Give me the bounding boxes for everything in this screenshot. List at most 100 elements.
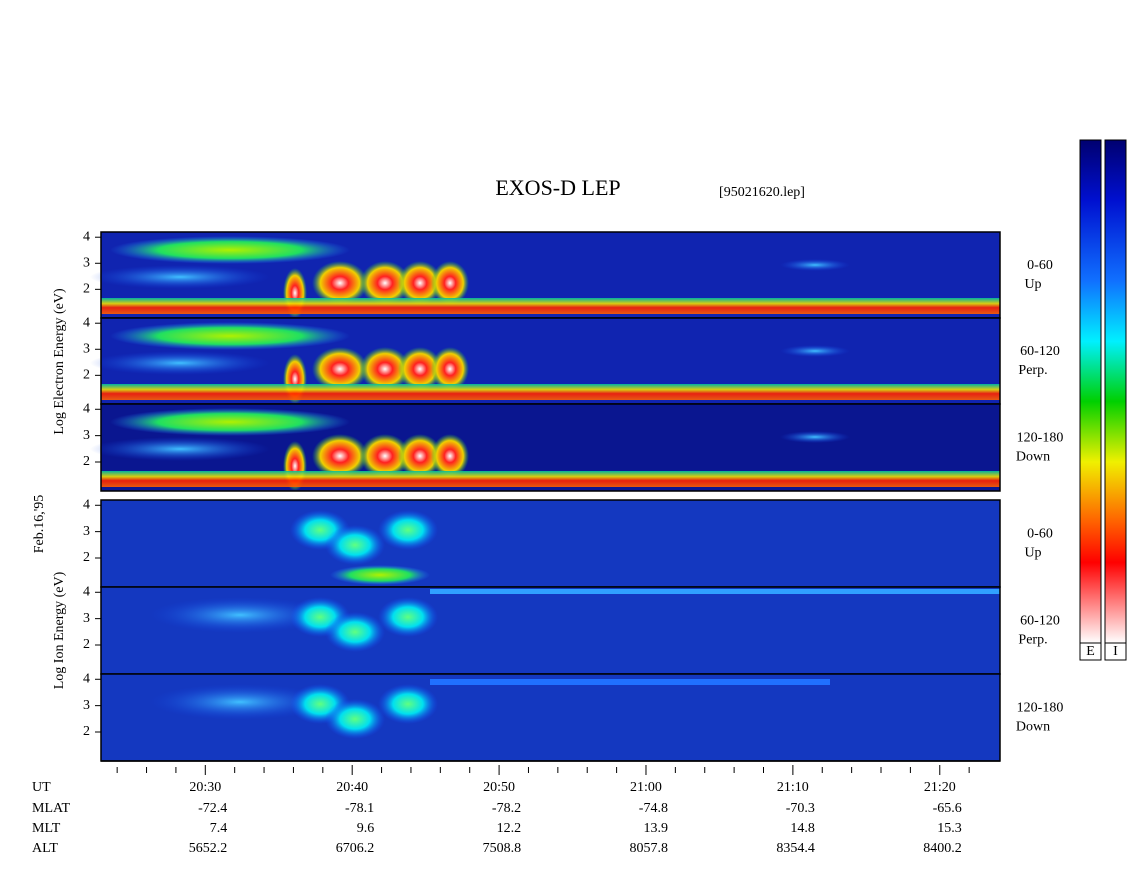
spectrogram-feature [378, 597, 438, 637]
spectrogram-band [430, 679, 830, 685]
spectrogram-feature [90, 351, 270, 375]
y-tick-label: 3 [83, 611, 90, 626]
direction-label: Perp. [1018, 633, 1047, 648]
x-tick-label: 20:40 [336, 780, 368, 795]
spectrogram-band [430, 589, 1000, 594]
ephemeris-value: 8354.4 [776, 841, 815, 856]
pitch-angle-label: 60-120 [1020, 614, 1060, 629]
spectrogram-feature [312, 261, 368, 305]
spectrogram-feature [431, 261, 469, 305]
spectrogram-feature [780, 345, 850, 357]
x-tick-label: 21:00 [630, 780, 662, 795]
spectrogram-feature [780, 259, 850, 271]
y-tick-label: 4 [83, 584, 90, 599]
ephemeris-value: 12.2 [497, 821, 522, 836]
pitch-angle-label: 0-60 [1027, 527, 1053, 542]
spectrogram-feature [325, 612, 385, 652]
spectrogram-background [101, 500, 1000, 587]
spectrogram-feature [780, 431, 850, 443]
spectrogram-feature [110, 322, 350, 350]
pitch-angle-label: 0-60 [1027, 258, 1053, 273]
spectrogram-image [90, 231, 1001, 319]
spectrogram-band [101, 298, 1000, 314]
spectrogram-feature [325, 699, 385, 739]
ephemeris-value: -72.4 [198, 801, 227, 816]
y-axis-label: Log Ion Energy (eV) [52, 571, 67, 689]
ephemeris-value: -70.3 [786, 801, 815, 816]
ephemeris-value: -65.6 [933, 801, 962, 816]
y-tick-label: 2 [83, 368, 90, 383]
ephemeris-value: 5652.2 [189, 841, 228, 856]
y-tick-label: 2 [83, 724, 90, 739]
spectrogram-feature [325, 525, 385, 565]
direction-label: Up [1024, 546, 1041, 561]
x-tick-label: 21:10 [777, 780, 809, 795]
ephemeris-value: -78.2 [492, 801, 521, 816]
spectrogram-feature [150, 597, 330, 633]
y-tick-label: 2 [83, 454, 90, 469]
y-axis-label: Log Electron Energy (eV) [52, 288, 67, 435]
y-tick-label: 3 [83, 698, 90, 713]
spectrogram-feature [431, 347, 469, 391]
panel-frame [100, 403, 1001, 492]
ephemeris-value: -74.8 [639, 801, 668, 816]
color-bar-label: E [1086, 644, 1095, 659]
spectrogram-feature [110, 236, 350, 264]
color-bar [1079, 139, 1102, 644]
spectrogram-feature [431, 434, 469, 478]
ephemeris-value: 14.8 [790, 821, 815, 836]
y-tick-label: 3 [83, 524, 90, 539]
spectrogram-feature [312, 347, 368, 391]
y-tick-label: 4 [83, 671, 90, 686]
date-label: Feb.16,'95 [32, 495, 47, 554]
ephemeris-value: 6706.2 [336, 841, 375, 856]
y-tick-label: 3 [83, 428, 90, 443]
y-tick-label: 4 [83, 229, 90, 244]
spectrogram-feature [312, 434, 368, 478]
spectrogram-image [100, 586, 1001, 675]
ephemeris-value: 7508.8 [483, 841, 522, 856]
spectrogram-feature [398, 347, 442, 391]
direction-label: Perp. [1018, 363, 1047, 378]
ephemeris-value: 15.3 [937, 821, 962, 836]
spectrogram-feature [150, 684, 330, 720]
color-bar-label-box [1104, 642, 1127, 661]
y-tick-label: 3 [83, 341, 90, 356]
spectrogram-image [90, 403, 1001, 492]
direction-label: Down [1016, 720, 1050, 735]
y-tick-label: 4 [83, 315, 90, 330]
chart-subtitle: [95021620.lep] [719, 185, 805, 200]
x-tick-label: 21:20 [924, 780, 956, 795]
ephemeris-value: 13.9 [643, 821, 668, 836]
y-tick-label: 2 [83, 637, 90, 652]
ephemeris-name: MLT [32, 821, 61, 836]
spectrogram-feature [90, 437, 270, 461]
y-tick-label: 2 [83, 282, 90, 297]
color-bar-label-box [1079, 642, 1102, 661]
x-tick-label: 20:50 [483, 780, 515, 795]
ephemeris-name: ALT [32, 841, 58, 856]
direction-label: Down [1016, 450, 1050, 465]
pitch-angle-label: 120-180 [1017, 701, 1064, 716]
ephemeris-value: -78.1 [345, 801, 374, 816]
chart-title: EXOS-D LEP [495, 175, 620, 200]
spectrogram-feature [90, 265, 270, 289]
ephemeris-value: 8400.2 [923, 841, 962, 856]
ephemeris-value: 9.6 [357, 821, 375, 836]
spectrogram-feature [330, 565, 430, 585]
color-bar-label: I [1113, 644, 1118, 659]
spectrogram-feature [378, 510, 438, 550]
spectrogram-band [101, 471, 1000, 487]
spectrogram-feature [398, 434, 442, 478]
y-tick-label: 2 [83, 550, 90, 565]
color-bar [1104, 139, 1127, 644]
x-tick-label: 20:30 [189, 780, 221, 795]
y-tick-label: 4 [83, 401, 90, 416]
spectrogram-image [100, 673, 1001, 762]
y-tick-label: 4 [83, 497, 90, 512]
pitch-angle-label: 60-120 [1020, 344, 1060, 359]
spectrogram-feature [360, 261, 410, 305]
direction-label: Up [1024, 277, 1041, 292]
ephemeris-value: 7.4 [210, 821, 228, 836]
